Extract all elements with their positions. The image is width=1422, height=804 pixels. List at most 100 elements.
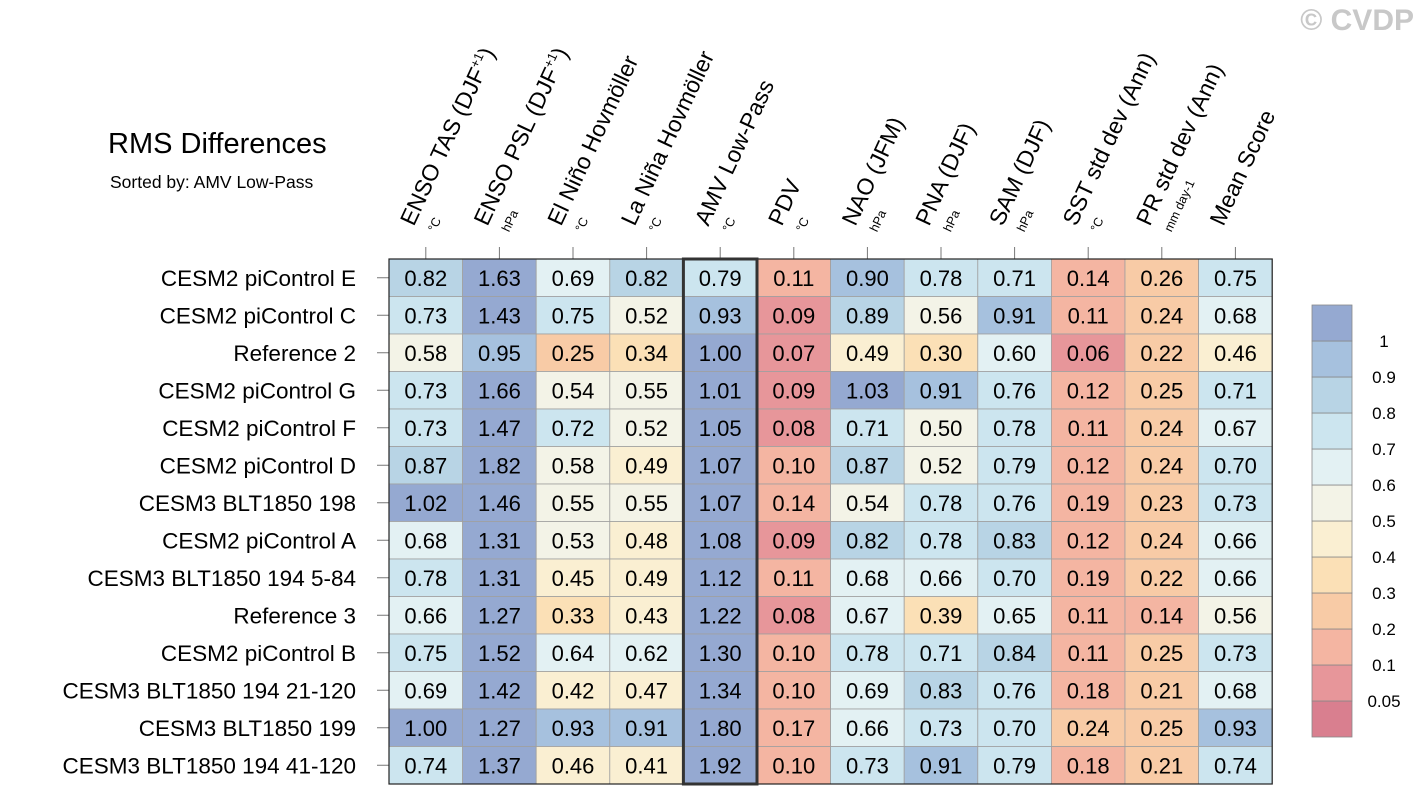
- cell-value: 0.71: [846, 416, 889, 441]
- cell-value: 0.24: [1140, 528, 1183, 553]
- heatmap-cell: [977, 446, 1052, 485]
- cell-value: 0.73: [920, 716, 963, 741]
- colorbar-swatch: [1311, 304, 1353, 342]
- heatmap-cell: [683, 446, 758, 485]
- heatmap-cell: [977, 258, 1052, 297]
- heatmap-cell: [1124, 746, 1199, 785]
- cell-value: 0.87: [404, 453, 447, 478]
- cell-value: 0.11: [1068, 603, 1109, 628]
- cell-value: 0.46: [1214, 341, 1257, 366]
- cell-value: 0.79: [993, 453, 1036, 478]
- colorbar-label: 0.9: [1372, 368, 1396, 387]
- column-label: Mean Score: [1204, 106, 1280, 229]
- heatmap-cell: [462, 371, 537, 410]
- heatmap-cell: [903, 483, 979, 522]
- row-label: CESM2 piControl G: [158, 378, 356, 403]
- colorbar-label: 0.2: [1372, 620, 1396, 639]
- heatmap-cell: [1198, 708, 1273, 747]
- cell-value: 1.52: [478, 641, 521, 666]
- colorbar-label: 0.1: [1372, 656, 1396, 675]
- heatmap-cell: [756, 483, 831, 522]
- cell-value: 0.07: [772, 341, 815, 366]
- cell-value: 0.82: [404, 266, 447, 291]
- column-unit: °C: [646, 215, 665, 234]
- cell-value: 0.76: [993, 678, 1036, 703]
- cell-value: 0.10: [772, 678, 815, 703]
- heatmap-cell: [1198, 483, 1273, 522]
- heatmap-cell: [535, 333, 611, 372]
- cell-value: 0.67: [846, 603, 889, 628]
- svg-text:Mean Score: Mean Score: [1204, 106, 1280, 229]
- heatmap-cell: [1051, 708, 1126, 747]
- cell-value: 0.55: [625, 378, 668, 403]
- cell-value: 0.14: [772, 491, 815, 516]
- cell-value: 1.07: [699, 453, 742, 478]
- heatmap-cell: [903, 371, 979, 410]
- cell-value: 0.10: [772, 641, 815, 666]
- heatmap-cell: [756, 446, 831, 485]
- cell-value: 0.93: [699, 303, 742, 328]
- heatmap-cell: [1124, 708, 1199, 747]
- column-headers: ENSO TAS (DJF+1)°C ENSO PSL (DJF+1)hPa El …: [395, 43, 1280, 259]
- cell-value: 0.68: [846, 566, 889, 591]
- heatmap-cell: [535, 746, 611, 785]
- column-label: SAM (DJF): [984, 115, 1056, 229]
- row-label: CESM2 piControl B: [161, 641, 356, 666]
- heatmap-cell: [388, 483, 463, 522]
- svg-text:PNA (DJF): PNA (DJF): [910, 119, 980, 230]
- heatmap-cell: [609, 746, 684, 785]
- chart-subtitle: Sorted by: AMV Low-Pass: [110, 172, 314, 192]
- cell-value: 0.89: [846, 303, 889, 328]
- cell-value: 0.55: [625, 491, 668, 516]
- cell-value: 0.66: [920, 566, 963, 591]
- heatmap-cell: [683, 596, 758, 635]
- cell-value: 0.08: [772, 416, 815, 441]
- svg-text:SAM (DJF): SAM (DJF): [984, 115, 1056, 229]
- cell-value: 0.34: [625, 341, 668, 366]
- heatmap-cell: [830, 483, 905, 522]
- heatmap-cell: [388, 633, 463, 672]
- cell-value: 0.73: [404, 378, 447, 403]
- heatmap-cell: [1051, 558, 1126, 597]
- cell-value: 0.14: [1140, 603, 1183, 628]
- cell-value: 0.69: [846, 678, 889, 703]
- heatmap-cell: [683, 558, 758, 597]
- heatmap-cell: [535, 483, 611, 522]
- row-label: CESM2 piControl D: [160, 453, 356, 478]
- cell-value: 0.75: [404, 641, 447, 666]
- colorbar-swatch: [1311, 664, 1353, 702]
- cell-value: 0.08: [772, 603, 815, 628]
- cell-value: 0.73: [404, 416, 447, 441]
- column-unit: °C: [1088, 215, 1107, 234]
- heatmap-cell: [977, 371, 1052, 410]
- heatmap-cell: [462, 671, 537, 710]
- cell-value: 0.78: [404, 566, 447, 591]
- heatmap-cell: [977, 596, 1052, 635]
- cell-value: 1.92: [699, 753, 742, 778]
- cell-value: 0.83: [993, 528, 1036, 553]
- row-label: CESM3 BLT1850 199: [139, 716, 356, 741]
- heatmap-cell: [535, 596, 611, 635]
- cell-value: 1.47: [478, 416, 521, 441]
- row-label: CESM2 piControl F: [162, 416, 356, 441]
- heatmap-cell: [830, 671, 905, 710]
- heatmap-cell: [1198, 333, 1273, 372]
- colorbar-label: 1: [1379, 332, 1388, 351]
- heatmap-cell: [462, 558, 537, 597]
- cell-value: 0.49: [625, 453, 668, 478]
- cell-value: 0.78: [920, 266, 963, 291]
- cell-value: 0.10: [772, 753, 815, 778]
- cell-value: 1.31: [478, 566, 521, 591]
- cell-value: 0.45: [552, 566, 595, 591]
- colorbar-label: 0.6: [1372, 476, 1396, 495]
- chart-title: RMS Differences: [108, 128, 327, 160]
- heatmap-cell: [609, 633, 684, 672]
- heatmap-cell: [535, 258, 611, 297]
- heatmap-cell: [903, 446, 979, 485]
- row-label: CESM3 BLT1850 194 21-120: [62, 678, 356, 703]
- heatmap-cell: [977, 708, 1052, 747]
- cell-value: 1.12: [699, 566, 742, 591]
- heatmap-cell: [1051, 521, 1126, 560]
- cell-value: 0.22: [1140, 341, 1183, 366]
- row-label: CESM3 BLT1850 194 41-120: [62, 753, 356, 778]
